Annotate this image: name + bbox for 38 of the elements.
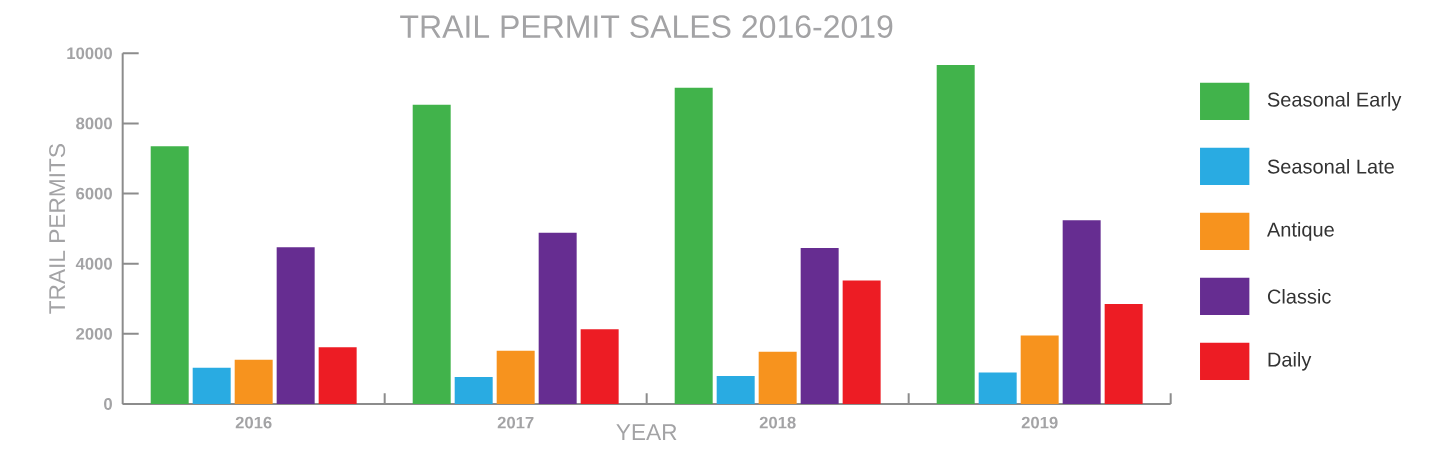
y-tick-label: 4000 <box>75 258 112 270</box>
bar <box>580 329 619 405</box>
y-tick-label: 0 <box>104 398 112 411</box>
x-tick-label: 2016 <box>235 416 272 429</box>
bar <box>496 350 535 405</box>
bar <box>1020 335 1059 405</box>
legend-label: Seasonal Late <box>1267 159 1394 174</box>
legend-label: Classic <box>1267 289 1331 304</box>
legend-label: Antique <box>1266 222 1334 241</box>
x-tick-label: 2017 <box>497 416 534 429</box>
x-tick-label: 2018 <box>759 416 796 429</box>
bar <box>234 359 273 405</box>
bar <box>978 372 1017 405</box>
legend-label: Seasonal Early <box>1267 92 1402 111</box>
chart-title: TRAIL PERMIT SALES 2016-2019 <box>400 15 893 39</box>
bar <box>936 65 975 405</box>
y-tick-label: 10000 <box>67 47 112 60</box>
y-tick-label: 2000 <box>76 328 112 340</box>
bar <box>1062 220 1101 405</box>
bar <box>800 248 839 405</box>
y-axis-title: TRAIL PERMITS <box>49 144 66 314</box>
x-axis-title: YEAR <box>616 424 677 441</box>
legend-label: Daily <box>1268 352 1312 371</box>
bar <box>842 280 881 405</box>
bar <box>538 233 577 405</box>
bar <box>716 376 755 405</box>
bar <box>318 347 357 405</box>
bar <box>674 87 713 405</box>
bar <box>454 377 493 405</box>
y-tick-label: 8000 <box>76 117 112 130</box>
bar <box>192 368 231 405</box>
bar <box>1104 304 1143 405</box>
x-tick-label: 2019 <box>1021 416 1058 429</box>
bar <box>276 247 315 405</box>
bar <box>412 105 451 405</box>
bar <box>150 146 189 405</box>
y-tick-label: 6000 <box>76 187 112 200</box>
bar <box>758 351 797 405</box>
